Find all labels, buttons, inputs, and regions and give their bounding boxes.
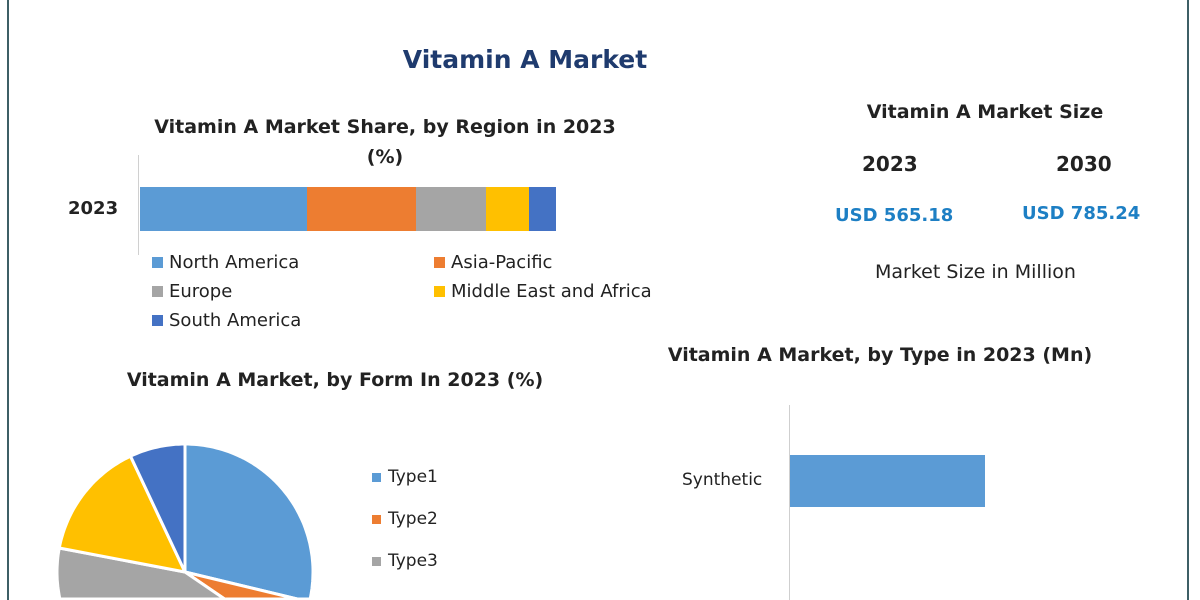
region-chart-title: Vitamin A Market Share, by Region in 202… xyxy=(120,116,650,168)
legend-label: Type1 xyxy=(388,467,438,487)
legend-swatch xyxy=(434,286,445,297)
legend-swatch xyxy=(152,286,163,297)
legend-europe: Europe xyxy=(152,281,434,302)
legend-swatch xyxy=(434,257,445,268)
market-value-2030: USD 785.24 xyxy=(1022,203,1141,224)
type-chart-title: Vitamin A Market, by Type in 2023 (Mn) xyxy=(667,344,1093,366)
pie-legend: Type1 Type2 Type3 xyxy=(372,467,438,571)
region-category-label: 2023 xyxy=(68,198,119,219)
legend-swatch xyxy=(152,315,163,326)
legend-swatch xyxy=(372,556,381,566)
year-2030: 2030 xyxy=(1056,152,1112,176)
region-stacked-bar xyxy=(140,187,556,231)
legend-label: Type2 xyxy=(388,509,438,529)
pie-slice-type3 xyxy=(55,546,229,600)
legend-swatch xyxy=(152,257,163,268)
legend-south-america: South America xyxy=(152,310,434,331)
legend-label: Asia-Pacific xyxy=(451,252,553,273)
legend-type2: Type2 xyxy=(372,509,438,529)
form-chart-title: Vitamin A Market, by Form In 2023 (%) xyxy=(126,369,544,391)
legend-label: Europe xyxy=(169,281,233,302)
region-legend: North America Asia-Pacific Europe Middle… xyxy=(152,252,712,331)
legend-type3: Type3 xyxy=(372,551,438,571)
pie-slice-type2 xyxy=(184,570,298,600)
bar-segment-asia-pacific xyxy=(306,187,416,231)
pie-slice-type1 xyxy=(183,442,315,600)
form-pie-chart xyxy=(55,442,315,600)
legend-asia-pacific: Asia-Pacific xyxy=(434,252,714,273)
year-2023: 2023 xyxy=(862,152,918,176)
legend-type1: Type1 xyxy=(372,467,438,487)
bar-segment-south-america xyxy=(528,187,556,231)
market-size-heading: Vitamin A Market Size xyxy=(866,101,1104,123)
pie-slice-type5 xyxy=(128,442,187,573)
legend-swatch xyxy=(372,472,381,482)
bar-segment-europe xyxy=(415,187,486,231)
bar-segment-north-america xyxy=(140,187,307,231)
market-value-2023: USD 565.18 xyxy=(835,205,954,226)
type-bar-synthetic xyxy=(790,455,985,507)
market-size-note: Market Size in Million xyxy=(875,261,1076,283)
region-chart-title-line2: (%) xyxy=(366,146,404,168)
region-axis xyxy=(138,155,139,255)
legend-mea: Middle East and Africa xyxy=(434,281,714,302)
legend-swatch xyxy=(372,514,381,524)
legend-north-america: North America xyxy=(152,252,434,273)
legend-label: Middle East and Africa xyxy=(451,281,652,302)
legend-label: North America xyxy=(169,252,300,273)
legend-label: South America xyxy=(169,310,302,331)
region-chart-title-line1: Vitamin A Market Share, by Region in 202… xyxy=(154,116,616,138)
pie-slice-type4 xyxy=(57,454,188,575)
type-axis xyxy=(789,405,790,600)
type-category-label: Synthetic xyxy=(682,470,763,490)
bar-segment-middle-east-and-africa xyxy=(485,187,529,231)
infographic-frame xyxy=(7,0,1189,600)
legend-label: Type3 xyxy=(388,551,438,571)
page-title: Vitamin A Market xyxy=(402,45,648,74)
